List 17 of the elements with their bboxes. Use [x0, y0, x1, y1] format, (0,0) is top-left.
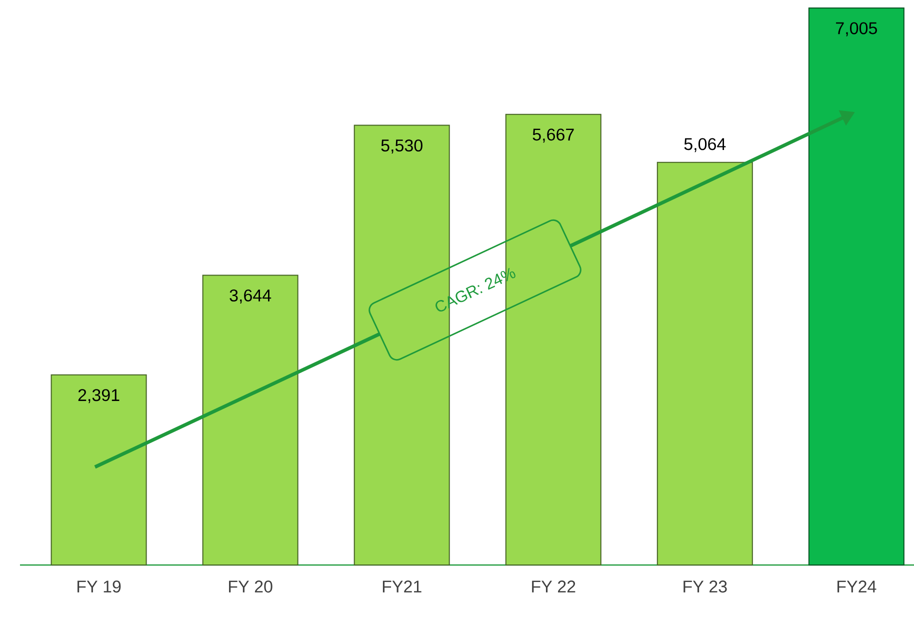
annotation: CAGR: 24%	[436, 268, 516, 312]
bar	[656, 162, 753, 566]
bar	[808, 7, 904, 566]
data-label: 5,530	[381, 139, 422, 154]
bar	[202, 274, 298, 566]
data-label: 7,005	[836, 22, 877, 36]
data-label: 5,667	[532, 128, 574, 143]
x-tick-label: FY24	[838, 580, 876, 592]
x-tick-label: FY 20	[229, 580, 272, 593]
x-tick-label: FY 19	[78, 580, 121, 593]
x-tick-label: FY21	[382, 580, 422, 592]
data-label: 3,644	[230, 289, 272, 304]
data-label: 2,391	[78, 389, 120, 404]
bar	[50, 374, 147, 566]
x-tick-label: FY 23	[684, 580, 727, 593]
x-tick-label: FY 22	[532, 580, 576, 592]
data-label: 5,064	[684, 138, 726, 152]
